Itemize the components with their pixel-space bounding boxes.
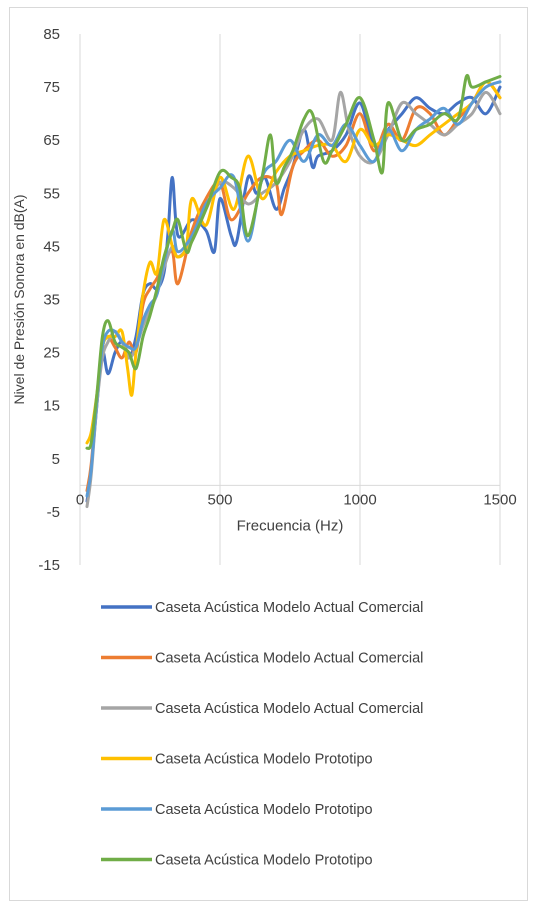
chart-frame: -15 -5 5 15 25 35 45 55 65 75 85 0 500 1000 1500 Frec… xyxy=(9,7,528,901)
y-tick-label: 55 xyxy=(43,185,60,202)
series-line-2 xyxy=(85,80,502,493)
legend-item: Caseta Acústica Modelo Prototipo xyxy=(101,752,373,768)
x-tick-label: 1000 xyxy=(343,491,376,508)
legend: Caseta Acústica Modelo Actual Comercial C… xyxy=(101,600,423,869)
y-tick-label: -15 xyxy=(38,557,60,574)
plot-area xyxy=(85,73,502,509)
x-tick-label: 500 xyxy=(207,491,232,508)
y-tick-label: 65 xyxy=(43,132,60,149)
legend-label: Caseta Acústica Modelo Prototipo xyxy=(155,853,373,869)
legend-label: Caseta Acústica Modelo Actual Comercial xyxy=(155,651,423,667)
axes xyxy=(79,34,500,565)
y-tick-label: 25 xyxy=(43,345,60,362)
y-tick-label: 15 xyxy=(43,398,60,415)
legend-label: Caseta Acústica Modelo Actual Comercial xyxy=(155,701,423,717)
y-tick-label: 75 xyxy=(43,79,60,96)
y-axis-label: Nivel de Presión Sonora en dB(A) xyxy=(11,194,27,404)
legend-label: Caseta Acústica Modelo Prototipo xyxy=(155,802,373,818)
legend-item: Caseta Acústica Modelo Actual Comercial xyxy=(101,701,423,717)
x-tick-label: 1500 xyxy=(483,491,516,508)
legend-item: Caseta Acústica Modelo Actual Comercial xyxy=(101,600,423,616)
y-tick-labels: -15 -5 5 15 25 35 45 55 65 75 85 xyxy=(38,26,60,574)
legend-item: Caseta Acústica Modelo Actual Comercial xyxy=(101,651,423,667)
legend-item: Caseta Acústica Modelo Prototipo xyxy=(101,853,373,869)
y-tick-label: -5 xyxy=(47,504,60,521)
y-tick-label: 35 xyxy=(43,292,60,309)
y-tick-label: 5 xyxy=(52,451,60,468)
series-line-6 xyxy=(85,73,502,451)
legend-item: Caseta Acústica Modelo Prototipo xyxy=(101,802,373,818)
legend-label: Caseta Acústica Modelo Actual Comercial xyxy=(155,600,423,616)
x-tick-label: 0 xyxy=(76,491,84,508)
y-tick-label: 45 xyxy=(43,238,60,255)
legend-label: Caseta Acústica Modelo Prototipo xyxy=(155,752,373,768)
y-tick-label: 85 xyxy=(43,26,60,43)
vertical-gridlines xyxy=(219,34,501,565)
line-chart: -15 -5 5 15 25 35 45 55 65 75 85 0 500 1000 1500 Frec… xyxy=(11,26,517,869)
series-line-4 xyxy=(85,80,502,445)
x-tick-labels: 0 500 1000 1500 xyxy=(76,491,517,508)
x-axis-label: Frecuencia (Hz) xyxy=(237,517,344,534)
